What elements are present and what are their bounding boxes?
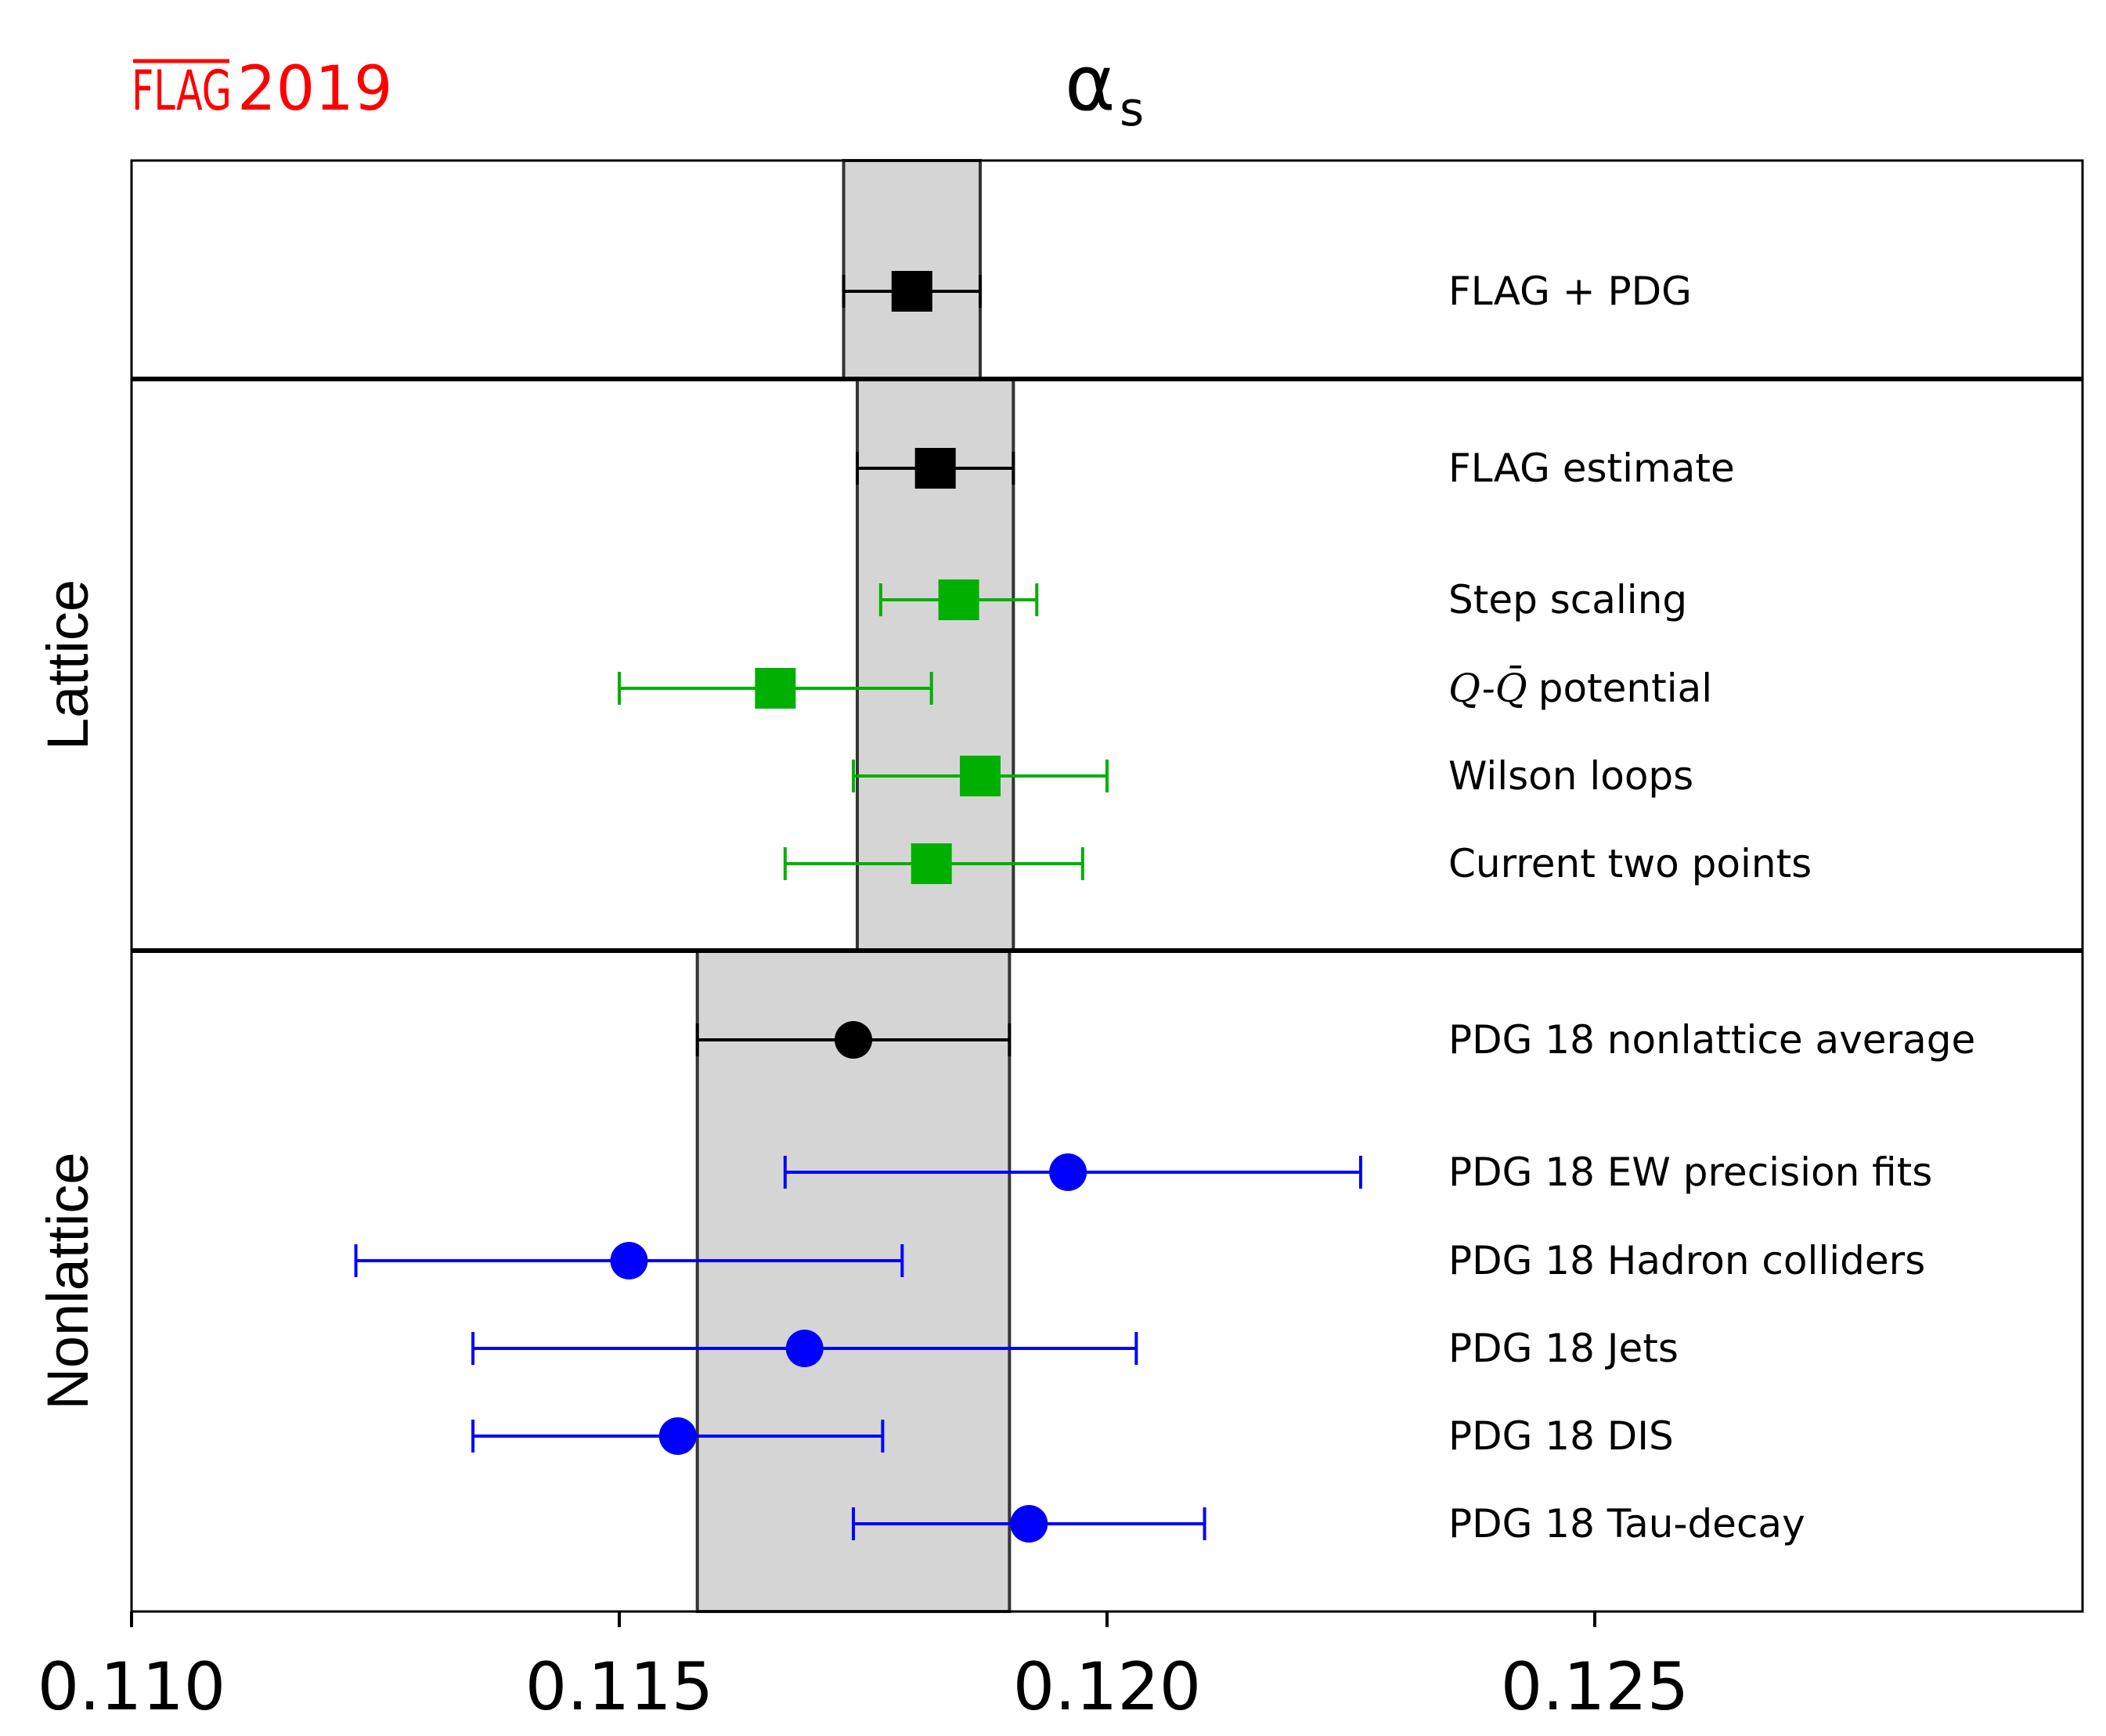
marker-circle bbox=[835, 1021, 873, 1059]
section-label-nonlattice: Nonlattice bbox=[35, 1152, 100, 1409]
chart-title-subscript: s bbox=[1120, 82, 1144, 137]
point-lattice-4 bbox=[783, 843, 1084, 884]
row-label-lattice-2: Q-Q̄ potential bbox=[1448, 665, 1712, 711]
marker-circle bbox=[1049, 1153, 1087, 1191]
point-combined-0 bbox=[842, 271, 983, 312]
marker-square bbox=[911, 843, 952, 884]
row-label-nonlattice-0: PDG 18 nonlattice average bbox=[1448, 1017, 1975, 1063]
marker-square bbox=[755, 668, 796, 709]
point-nonlattice-0 bbox=[695, 1021, 1012, 1059]
point-nonlattice-2 bbox=[354, 1242, 904, 1279]
row-label-lattice-3: Wilson loops bbox=[1448, 753, 1693, 799]
x-tick-label: 0.110 bbox=[38, 1648, 225, 1725]
row-label-lattice-0: FLAG estimate bbox=[1448, 446, 1735, 491]
section-labels: Lattice Nonlattice bbox=[35, 579, 100, 1410]
row-label-nonlattice-4: PDG 18 DIS bbox=[1448, 1413, 1674, 1459]
row-label-nonlattice-5: PDG 18 Tau-decay bbox=[1448, 1501, 1805, 1547]
flag-logo: FLAG 2019 bbox=[132, 54, 393, 125]
chart-title: α s bbox=[1065, 39, 1144, 137]
section-label-lattice: Lattice bbox=[35, 579, 100, 750]
x-tick-label: 0.125 bbox=[1501, 1648, 1689, 1725]
marker-square bbox=[914, 448, 956, 489]
row-label-lattice-1: Step scaling bbox=[1448, 577, 1687, 623]
chart-title-symbol: α bbox=[1065, 39, 1116, 128]
point-nonlattice-1 bbox=[783, 1153, 1362, 1191]
point-nonlattice-5 bbox=[852, 1505, 1206, 1543]
flag-logo-name: FLAG bbox=[132, 59, 232, 123]
marker-circle bbox=[785, 1330, 824, 1367]
point-nonlattice-3 bbox=[471, 1330, 1138, 1367]
row-label-nonlattice-2: PDG 18 Hadron colliders bbox=[1448, 1238, 1925, 1283]
band-combined bbox=[842, 159, 983, 381]
row-label-combined-0: FLAG + PDG bbox=[1448, 269, 1692, 314]
data-points bbox=[354, 271, 1362, 1543]
point-lattice-3 bbox=[852, 756, 1109, 796]
point-lattice-2 bbox=[618, 668, 933, 709]
row-label-nonlattice-1: PDG 18 EW precision fits bbox=[1448, 1150, 1932, 1195]
marker-circle bbox=[658, 1417, 697, 1455]
row-label-text: potential bbox=[1538, 666, 1712, 711]
row-labels: FLAG + PDG FLAG estimate Step scaling Q-Q̄ p… bbox=[1448, 269, 1975, 1547]
flag-logo-year: 2019 bbox=[237, 54, 393, 125]
marker-circle bbox=[610, 1242, 648, 1279]
row-label-nonlattice-3: PDG 18 Jets bbox=[1448, 1326, 1679, 1371]
marker-square bbox=[891, 271, 932, 312]
row-label-math: Q-Q̄ bbox=[1448, 665, 1527, 711]
frame-combined bbox=[130, 159, 2084, 381]
row-label-lattice-4: Current two points bbox=[1448, 841, 1812, 886]
point-lattice-0 bbox=[856, 448, 1015, 489]
marker-square bbox=[960, 756, 1001, 796]
marker-square bbox=[938, 579, 979, 620]
point-lattice-1 bbox=[878, 579, 1039, 620]
point-nonlattice-4 bbox=[471, 1417, 885, 1455]
x-axis: 0.110 0.115 0.120 0.125 bbox=[38, 1611, 1689, 1725]
marker-circle bbox=[1010, 1505, 1048, 1543]
x-tick-label: 0.120 bbox=[1013, 1648, 1201, 1725]
x-tick-label: 0.115 bbox=[525, 1648, 713, 1725]
